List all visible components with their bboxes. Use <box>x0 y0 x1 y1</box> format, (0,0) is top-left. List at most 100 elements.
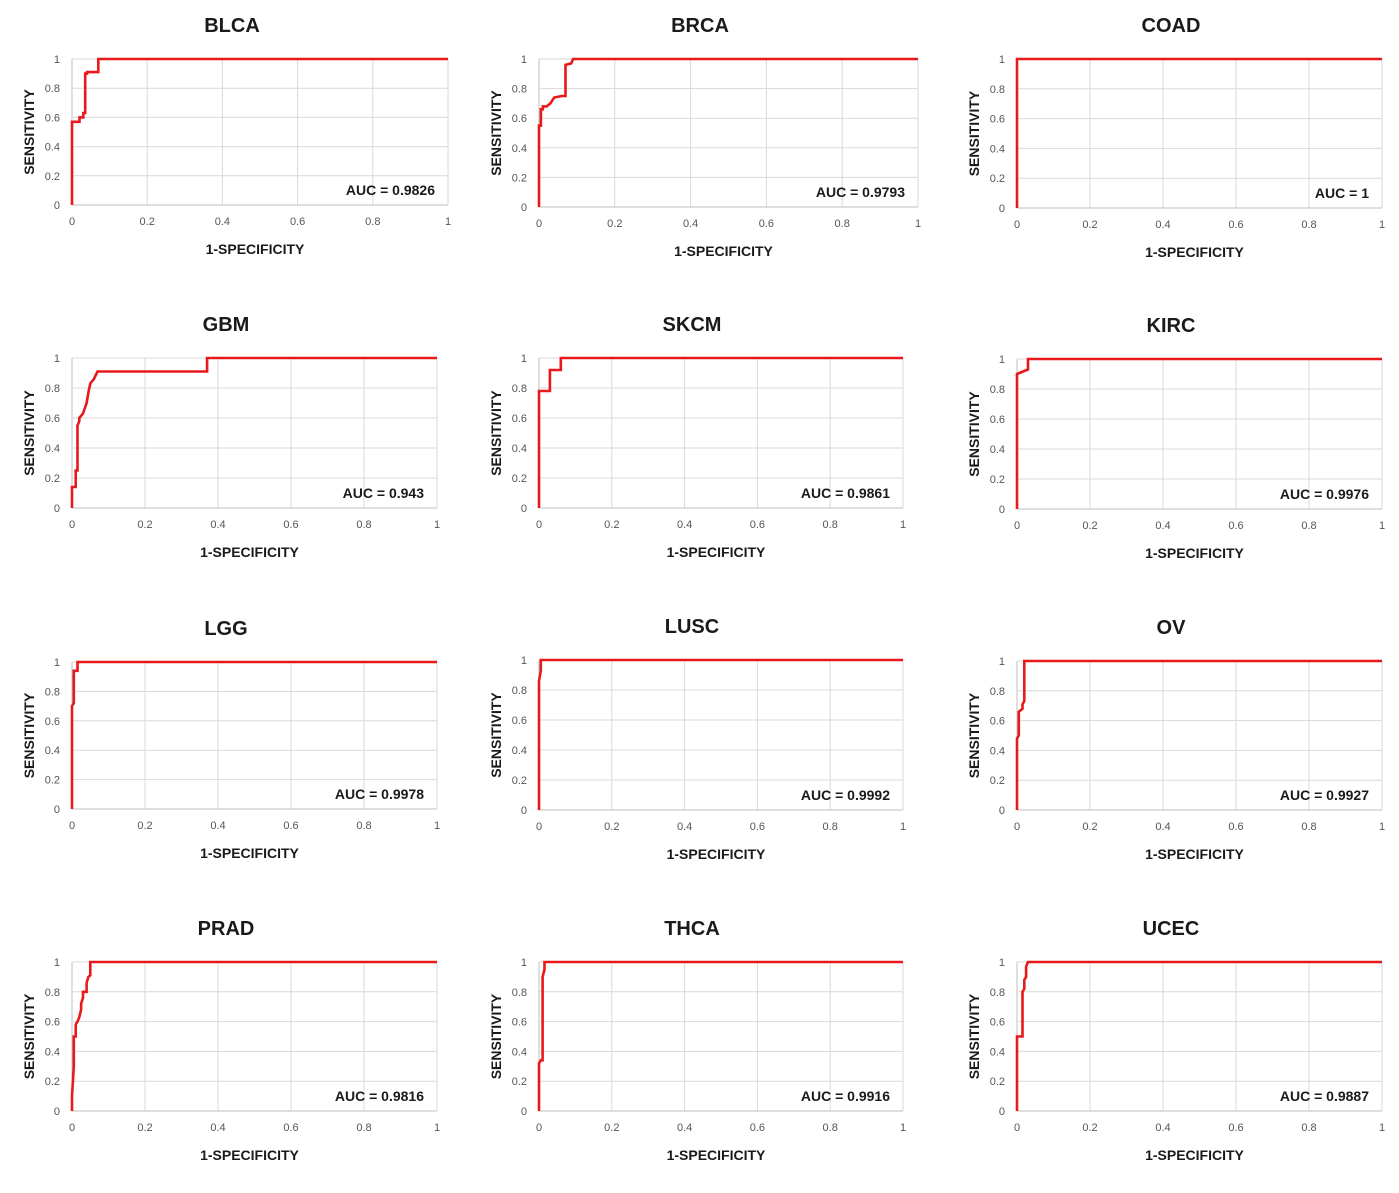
panel-title: GBM <box>203 314 250 336</box>
y-tick-label: 0.6 <box>990 114 1005 126</box>
x-tick-label: 0.2 <box>137 519 152 531</box>
auc-annotation: AUC = 0.9793 <box>816 184 905 200</box>
auc-annotation: AUC = 0.9976 <box>1280 486 1369 502</box>
x-tick-label: 1 <box>445 216 451 228</box>
x-axis-title: 1-SPECIFICITY <box>1145 244 1244 260</box>
x-tick-label: 0.8 <box>356 1122 371 1134</box>
roc-panel-blca: BLCA 0 0.2 0.4 0.6 0.8 1 0 0.2 0.4 0.6 0.8 1 1-SPECIF… <box>21 15 451 257</box>
roc-curve-line <box>537 57 918 207</box>
x-tick-label: 1 <box>900 519 906 531</box>
panel-title: BRCA <box>671 15 729 37</box>
y-tick-label: 0 <box>54 1106 60 1118</box>
roc-curve-line <box>70 356 437 508</box>
y-tick-label: 0.8 <box>512 685 527 697</box>
y-tick-label: 0.8 <box>990 686 1005 698</box>
x-tick-label: 0.6 <box>283 820 298 832</box>
y-tick-label: 0.4 <box>45 1046 60 1058</box>
y-tick-label: 0.8 <box>45 686 60 698</box>
x-tick-label: 0 <box>69 519 75 531</box>
x-tick-label: 0.8 <box>823 821 838 833</box>
panel-title: PRAD <box>198 918 255 940</box>
x-axis-title: 1-SPECIFICITY <box>1145 846 1244 862</box>
x-tick-label: 0.2 <box>1082 1122 1097 1134</box>
x-tick-label: 0.4 <box>210 1122 225 1134</box>
x-tick-label: 0.8 <box>365 216 380 228</box>
y-tick-label: 1 <box>54 657 60 669</box>
x-tick-label: 0.6 <box>1228 219 1243 231</box>
y-tick-label: 0.2 <box>45 775 60 787</box>
x-tick-label: 0.6 <box>750 821 765 833</box>
x-tick-label: 0.2 <box>1082 219 1097 231</box>
y-tick-label: 1 <box>999 957 1005 969</box>
y-tick-label: 0.8 <box>990 987 1005 999</box>
x-axis-title: 1-SPECIFICITY <box>674 243 773 259</box>
y-tick-label: 0.4 <box>45 745 60 757</box>
x-tick-label: 0.4 <box>210 820 225 832</box>
x-axis-title: 1-SPECIFICITY <box>200 1147 299 1163</box>
y-tick-label: 0.2 <box>990 775 1005 787</box>
x-tick-label: 0.8 <box>1301 1122 1316 1134</box>
x-tick-label: 0 <box>1014 520 1020 532</box>
y-tick-label: 0.4 <box>512 1046 527 1058</box>
y-tick-label: 0.6 <box>512 113 527 125</box>
x-tick-label: 0.4 <box>677 519 692 531</box>
x-tick-label: 0.8 <box>1301 219 1316 231</box>
y-axis-title: SENSITIVITY <box>21 390 37 476</box>
y-tick-label: 0.6 <box>512 413 527 425</box>
roc-curve-line <box>70 960 437 1111</box>
x-tick-label: 1 <box>1379 219 1385 231</box>
x-tick-label: 0.6 <box>759 218 774 230</box>
x-tick-label: 0.4 <box>1155 1122 1170 1134</box>
y-tick-label: 0.2 <box>512 473 527 485</box>
y-tick-label: 0 <box>999 805 1005 817</box>
x-tick-label: 0.4 <box>1155 219 1170 231</box>
x-tick-label: 0 <box>1014 1122 1020 1134</box>
x-tick-label: 0.8 <box>1301 520 1316 532</box>
y-tick-label: 1 <box>999 354 1005 366</box>
x-axis-title: 1-SPECIFICITY <box>1145 1147 1244 1163</box>
x-tick-label: 0.6 <box>283 519 298 531</box>
auc-annotation: AUC = 0.943 <box>343 485 425 501</box>
y-tick-label: 0.4 <box>512 143 527 155</box>
y-tick-label: 1 <box>999 656 1005 668</box>
x-axis-title: 1-SPECIFICITY <box>200 845 299 861</box>
y-tick-label: 0 <box>54 804 60 816</box>
x-tick-label: 0.6 <box>1228 821 1243 833</box>
x-tick-label: 0.6 <box>750 519 765 531</box>
panel-title: OV <box>1157 617 1187 639</box>
x-tick-label: 1 <box>900 821 906 833</box>
y-tick-label: 1 <box>54 957 60 969</box>
panel-title: BLCA <box>204 15 260 37</box>
y-tick-label: 0 <box>521 503 527 515</box>
roc-curve-line <box>70 57 448 205</box>
x-tick-label: 0.8 <box>823 519 838 531</box>
x-tick-label: 1 <box>900 1122 906 1134</box>
auc-annotation: AUC = 0.9927 <box>1280 787 1369 803</box>
x-tick-label: 0.4 <box>677 1122 692 1134</box>
auc-annotation: AUC = 0.9826 <box>346 182 435 198</box>
y-tick-label: 0 <box>521 1106 527 1118</box>
auc-annotation: AUC = 0.9861 <box>801 485 890 501</box>
panel-title: LGG <box>204 618 247 640</box>
x-tick-label: 0 <box>1014 821 1020 833</box>
x-tick-label: 0.8 <box>1301 821 1316 833</box>
x-tick-label: 1 <box>1379 1122 1385 1134</box>
x-tick-label: 1 <box>434 1122 440 1134</box>
y-tick-label: 0.6 <box>45 112 60 124</box>
x-tick-label: 0.2 <box>604 1122 619 1134</box>
y-tick-label: 0.8 <box>45 987 60 999</box>
x-tick-label: 0.4 <box>683 218 698 230</box>
y-tick-label: 0.8 <box>45 383 60 395</box>
y-tick-label: 0.2 <box>512 775 527 787</box>
y-tick-label: 0.2 <box>45 171 60 183</box>
x-tick-label: 1 <box>434 519 440 531</box>
roc-panel-coad: COAD 0 0.2 0.4 0.6 0.8 1 0 0.2 0.4 0.6 0.8 1 1-SPECIF… <box>966 15 1385 260</box>
y-tick-label: 0 <box>999 1106 1005 1118</box>
y-tick-label: 0.4 <box>990 745 1005 757</box>
x-axis-title: 1-SPECIFICITY <box>667 1147 766 1163</box>
x-tick-label: 0.2 <box>1082 821 1097 833</box>
y-tick-label: 0 <box>54 200 60 212</box>
y-tick-label: 0.8 <box>990 384 1005 396</box>
y-axis-title: SENSITIVITY <box>488 993 504 1079</box>
